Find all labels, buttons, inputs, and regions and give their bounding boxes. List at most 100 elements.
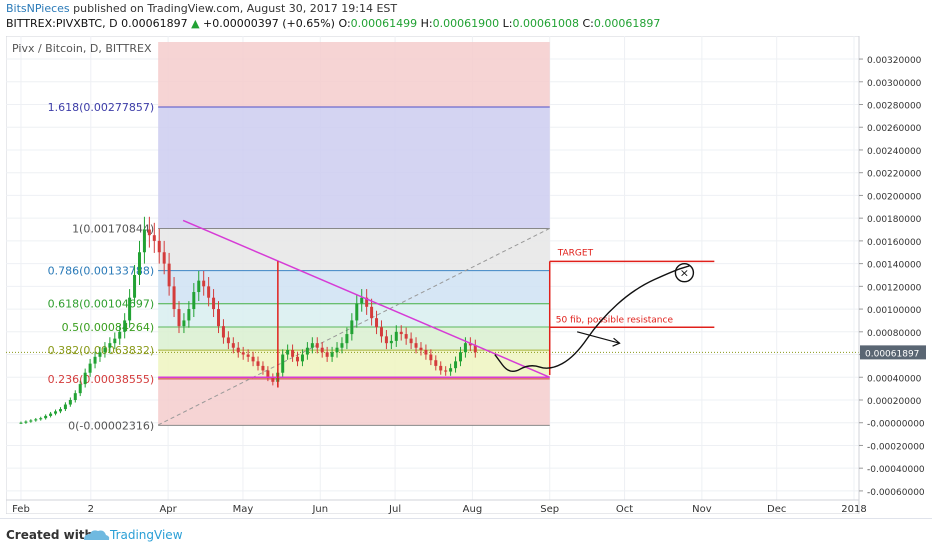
author-link[interactable]: BitsNPieces [6, 2, 70, 15]
candle-body [58, 409, 62, 412]
candle-body [221, 326, 225, 338]
ohlc-line: BITTREX:PIVXBTC, D 0.00061897 ▲ +0.00000… [6, 17, 660, 30]
fib-band [158, 106, 550, 229]
projection-target-x: × [680, 267, 689, 280]
resistance-label: 50 fib, possible resistance [556, 315, 674, 325]
candle-body [83, 372, 87, 385]
close-value: 0.00061897 [593, 17, 661, 30]
candle-body [63, 404, 67, 410]
candle-body [394, 331, 398, 341]
open-label: O: [338, 17, 351, 30]
fib-level-label: 0.786(0.00133788) [48, 265, 155, 278]
price-axis-label: 0.00040000 [867, 374, 922, 384]
last-price: 0.00061897 [121, 17, 188, 30]
candle-body [256, 361, 260, 366]
candle-body [350, 320, 354, 335]
candle-body [291, 349, 295, 357]
candle-body [226, 337, 230, 344]
time-axis-label: 2 [88, 504, 94, 514]
candle-body [414, 343, 418, 348]
candle-body [379, 327, 383, 337]
candle-body [54, 411, 58, 414]
chart-area[interactable]: 1.618(0.00277857) 1(0.00170844) 0.786(0.00… [5, 35, 926, 515]
fib-band [158, 42, 550, 107]
candle-body [429, 354, 433, 361]
candle-body [187, 309, 191, 321]
candle-body [177, 309, 181, 327]
price-axis-label: 0.00100000 [867, 306, 922, 316]
candle-body [157, 240, 161, 253]
time-axis-label: May [233, 504, 254, 514]
tradingview-brand[interactable]: TradingView [110, 528, 183, 542]
candle-body [202, 280, 206, 287]
projection-target-circle [674, 263, 695, 283]
candle-body [133, 274, 137, 298]
candle-body [162, 252, 166, 264]
candle-body [340, 343, 344, 348]
time-axis-label: Jun [311, 504, 328, 514]
candle-body [315, 343, 319, 348]
candle-body [236, 347, 240, 353]
candle-body [152, 235, 156, 241]
candle-body [217, 309, 221, 327]
time-axis-label: Dec [767, 504, 786, 514]
candle-body [434, 360, 438, 366]
candle-body [375, 318, 379, 328]
triangle-upper-line [182, 219, 551, 378]
candle-body [310, 343, 314, 348]
price-chart[interactable]: 1.618(0.00277857) 1(0.00170844) 0.786(0.00… [5, 35, 932, 515]
price-axis-label: -0.00060000 [867, 488, 925, 498]
candle-body [128, 297, 132, 321]
price-axis-label: 0.00240000 [867, 147, 922, 157]
candle-body [29, 420, 33, 422]
candle-body [147, 229, 151, 236]
arrow-head [612, 337, 621, 347]
candle-body [49, 413, 53, 416]
price-axis-label: 0.00080000 [867, 329, 922, 339]
candle-body [399, 331, 403, 335]
candle-body [335, 347, 339, 353]
candle-body [355, 303, 359, 321]
fib-level-label: 0.236(0.00038555) [48, 373, 155, 386]
candle-body [78, 384, 82, 394]
candle-body [370, 306, 374, 319]
high-value: 0.00061900 [432, 17, 500, 30]
candle-body [286, 349, 290, 355]
candle-body [68, 399, 72, 405]
low-value: 0.00061008 [512, 17, 579, 30]
price-axis-label: 0.00220000 [867, 170, 922, 180]
price-axis-label: 0.00020000 [867, 397, 922, 407]
candle-body [439, 365, 443, 371]
symbol-label: BITTREX:PIVXBTC, D [6, 17, 118, 30]
candle-body [103, 347, 107, 353]
tradingview-cloud-icon[interactable] [82, 526, 202, 546]
candle-body [251, 356, 255, 362]
candle-body [108, 343, 112, 348]
price-axis-label: 0.00200000 [867, 192, 922, 202]
close-label: C: [582, 17, 594, 30]
candle-body [197, 280, 201, 293]
candle-body [73, 393, 77, 400]
price-change: +0.00000397 (+0.65%) [203, 17, 335, 30]
target-label: TARGET [557, 248, 594, 258]
candle-body [281, 354, 285, 373]
fib-level-label: 0.382(0.00063832) [48, 344, 155, 357]
candle-body [444, 370, 448, 372]
open-value: 0.00061499 [350, 17, 418, 30]
candle-body [404, 334, 408, 339]
price-axis-label: 0.00280000 [867, 102, 922, 112]
candle-body [463, 343, 467, 353]
price-axis-label: 0.00260000 [867, 124, 922, 134]
fib-level-label: 0.618(0.00104697) [48, 298, 155, 311]
projection-path [494, 265, 690, 373]
candle-body [296, 356, 300, 362]
candle-body [231, 343, 235, 348]
candle-body [207, 286, 211, 298]
fib-trend-line [157, 227, 550, 426]
footer: Created with TradingView [0, 518, 932, 551]
publish-line: BitsNPieces published on TradingView.com… [6, 2, 397, 15]
candle-body [19, 422, 23, 424]
time-axis-label: Aug [463, 504, 483, 514]
candle-body [360, 297, 364, 304]
fib-band [158, 228, 550, 271]
